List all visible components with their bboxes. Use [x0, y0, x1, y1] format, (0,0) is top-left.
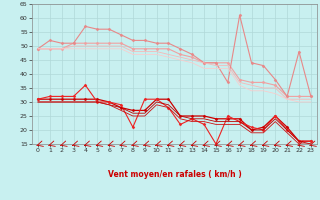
- X-axis label: Vent moyen/en rafales ( km/h ): Vent moyen/en rafales ( km/h ): [108, 170, 241, 179]
